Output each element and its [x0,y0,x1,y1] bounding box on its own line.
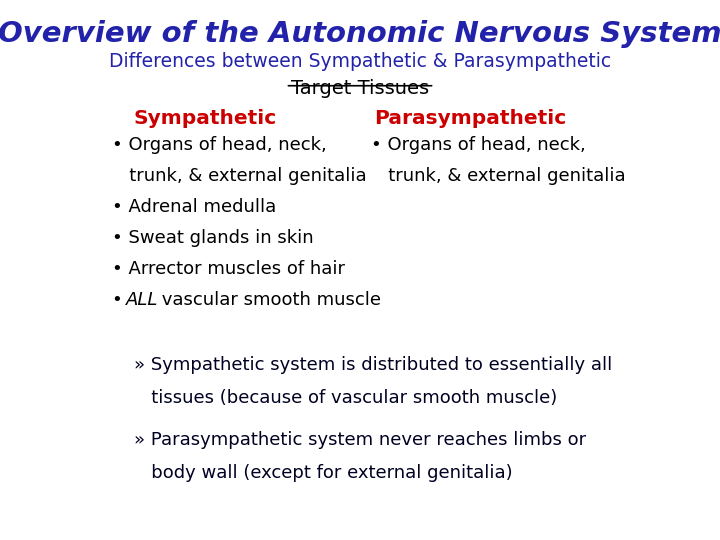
Text: tissues (because of vascular smooth muscle): tissues (because of vascular smooth musc… [134,389,557,407]
Text: body wall (except for external genitalia): body wall (except for external genitalia… [134,464,513,482]
Text: Target Tissues: Target Tissues [291,79,429,98]
Text: • Organs of head, neck,: • Organs of head, neck, [112,136,327,154]
Text: • Organs of head, neck,: • Organs of head, neck, [371,136,586,154]
Text: Overview of the Autonomic Nervous System: Overview of the Autonomic Nervous System [0,20,720,48]
Text: • Adrenal medulla: • Adrenal medulla [112,198,276,216]
Text: » Sympathetic system is distributed to essentially all: » Sympathetic system is distributed to e… [134,356,612,374]
Text: trunk, & external genitalia: trunk, & external genitalia [112,167,366,185]
Text: Parasympathetic: Parasympathetic [374,109,567,128]
Text: » Parasympathetic system never reaches limbs or: » Parasympathetic system never reaches l… [134,431,586,449]
Text: vascular smooth muscle: vascular smooth muscle [156,292,381,309]
Text: • Sweat glands in skin: • Sweat glands in skin [112,229,313,247]
Text: •: • [112,292,128,309]
Text: trunk, & external genitalia: trunk, & external genitalia [371,167,626,185]
Text: • Arrector muscles of hair: • Arrector muscles of hair [112,260,345,278]
Text: ALL: ALL [126,292,158,309]
Text: Sympathetic: Sympathetic [134,109,277,128]
Text: Differences between Sympathetic & Parasympathetic: Differences between Sympathetic & Parasy… [109,52,611,71]
